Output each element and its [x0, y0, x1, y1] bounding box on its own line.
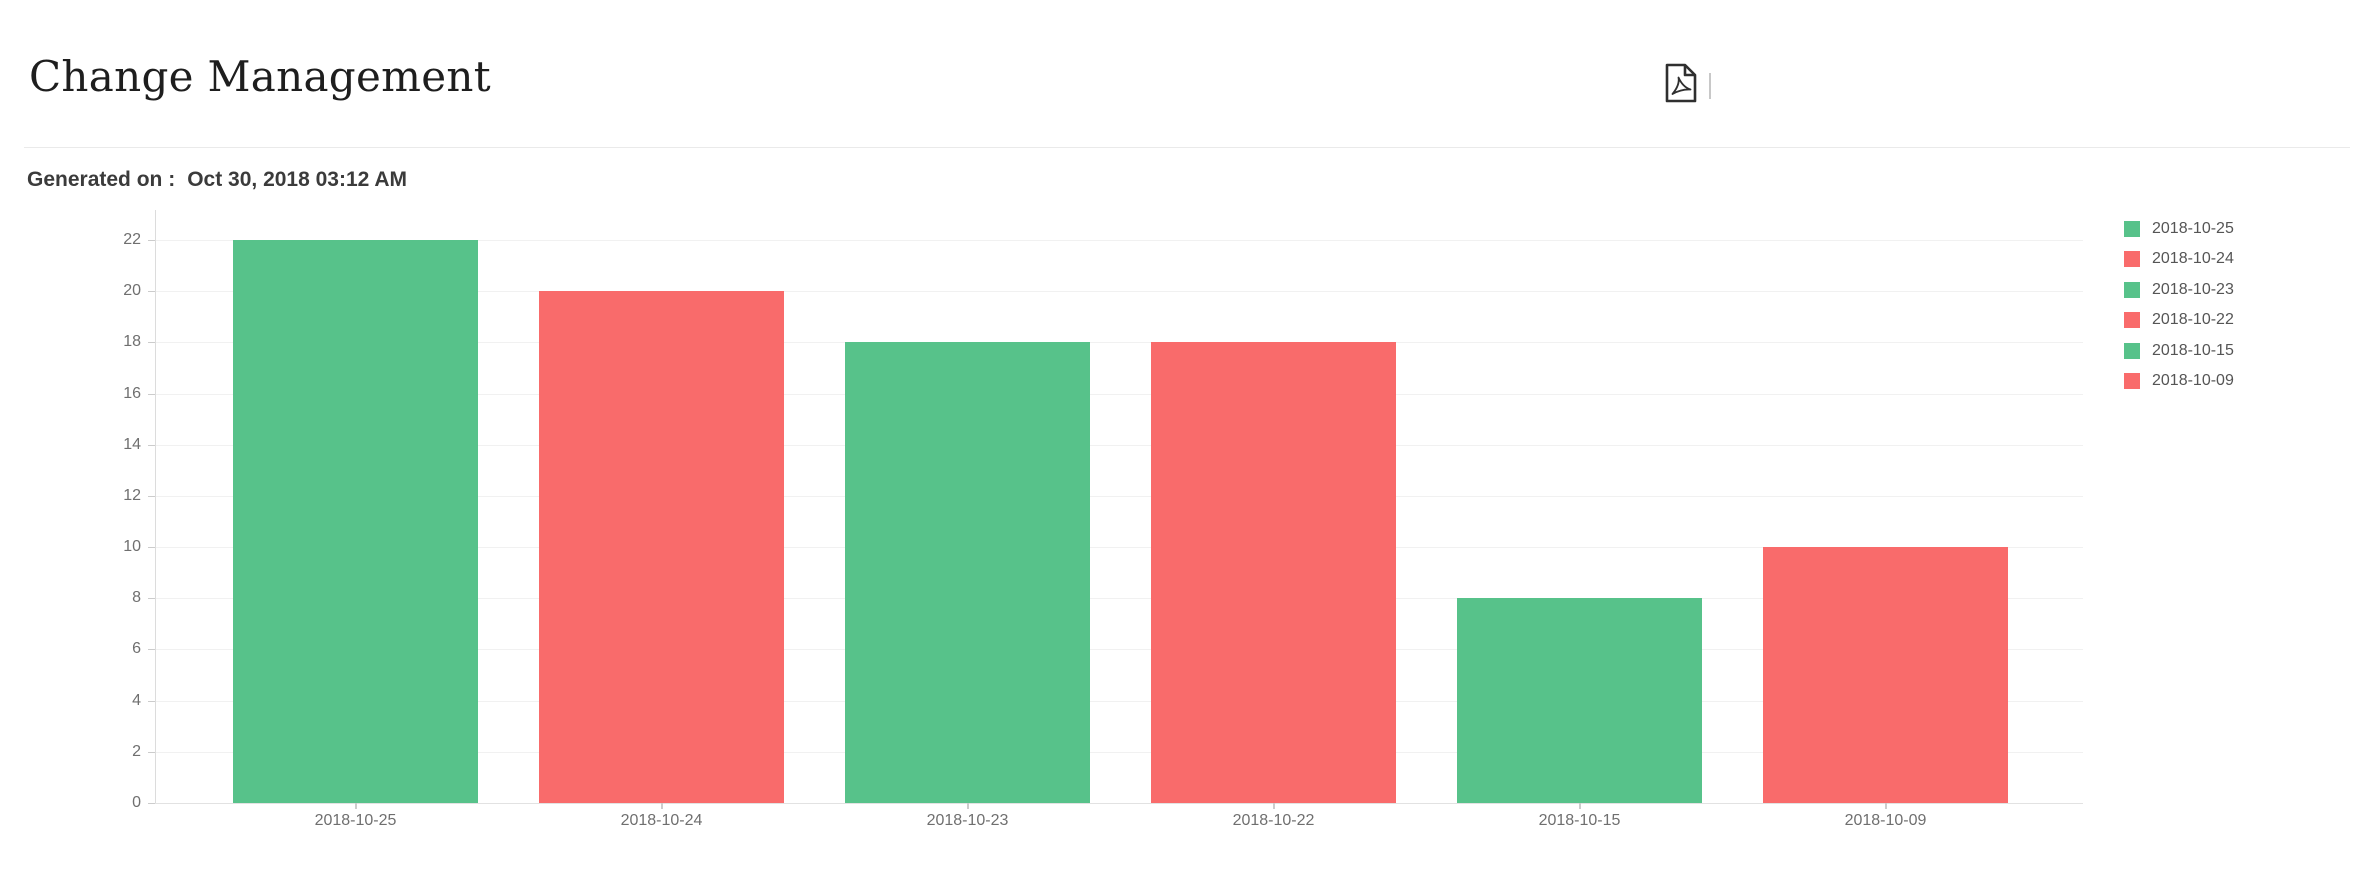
x-axis-label: 2018-10-24: [620, 812, 703, 829]
y-axis-tick: [148, 751, 155, 753]
x-axis-tick: [1578, 803, 1581, 809]
legend-label: 2018-10-24: [2152, 250, 2234, 267]
bar[interactable]: [1151, 342, 1396, 803]
gridline: [155, 803, 2083, 804]
legend-label: 2018-10-22: [2152, 311, 2234, 328]
gridline: [155, 700, 2083, 702]
gridline: [155, 342, 2083, 344]
legend-item[interactable]: 2018-10-25: [2124, 220, 2234, 237]
pdf-file-icon: [1665, 63, 1697, 103]
bar[interactable]: [1457, 598, 1702, 803]
y-axis-label: 0: [132, 794, 141, 811]
legend-swatch-icon: [2124, 312, 2140, 328]
y-axis-tick: [148, 393, 155, 395]
generated-on-value: Oct 30, 2018 03:12 AM: [187, 168, 408, 191]
y-axis-tick: [148, 444, 155, 446]
legend-swatch-icon: [2124, 251, 2140, 267]
header-actions: [1664, 62, 1711, 104]
x-axis-tick: [660, 803, 663, 809]
header-divider: [24, 147, 2350, 148]
x-axis-tick: [966, 803, 969, 809]
generated-on: Generated on : Oct 30, 2018 03:12 AM: [27, 168, 407, 192]
y-axis-tick: [148, 342, 155, 344]
x-axis-label: 2018-10-22: [1232, 812, 1315, 829]
legend-item[interactable]: 2018-10-23: [2124, 281, 2234, 298]
legend-swatch-icon: [2124, 220, 2140, 237]
x-axis-tick: [1884, 803, 1887, 809]
y-axis-label: 18: [123, 333, 141, 351]
legend-label: 2018-10-09: [2152, 372, 2234, 389]
toolbar-separator: [1709, 73, 1711, 99]
legend-item[interactable]: 2018-10-22: [2124, 311, 2234, 329]
gridline: [155, 393, 2083, 395]
y-axis-label: 14: [123, 435, 141, 453]
legend-item[interactable]: 2018-10-15: [2124, 342, 2234, 359]
legend-label: 2018-10-25: [2152, 219, 2234, 237]
x-axis-tick: [1272, 803, 1275, 809]
gridline: [155, 495, 2083, 497]
y-axis-tick: [148, 649, 155, 651]
bar[interactable]: [1763, 547, 2008, 803]
y-axis-tick: [148, 495, 155, 497]
x-axis-label: 2018-10-23: [926, 812, 1009, 829]
gridline: [155, 547, 2083, 549]
gridline: [155, 291, 2083, 293]
gridline: [155, 444, 2083, 446]
chart-legend: 2018-10-25 2018-10-24 2018-10-23 2018-10-22…: [2124, 220, 2234, 403]
x-axis-label: 2018-10-25: [314, 812, 397, 829]
y-axis-tick: [148, 547, 155, 549]
bar[interactable]: [233, 240, 478, 803]
legend-swatch-icon: [2124, 373, 2140, 389]
bar[interactable]: [539, 291, 784, 803]
y-axis-tick: [148, 598, 155, 600]
legend-item[interactable]: 2018-10-24: [2124, 250, 2234, 268]
legend-item[interactable]: 2018-10-09: [2124, 372, 2234, 390]
legend-label: 2018-10-15: [2152, 341, 2234, 359]
y-axis-label: 10: [123, 538, 141, 556]
y-axis-label: 8: [132, 589, 141, 607]
page-title: Change Management: [29, 52, 491, 101]
y-axis-label: 2: [132, 742, 141, 760]
y-axis-tick: [148, 291, 155, 293]
y-axis-label: 12: [123, 486, 141, 504]
x-axis-label: 2018-10-15: [1538, 812, 1621, 829]
x-axis-tick: [354, 803, 357, 809]
y-axis-label: 6: [132, 640, 141, 658]
y-axis-label: 4: [132, 691, 141, 709]
y-axis-label: 20: [123, 282, 141, 300]
legend-swatch-icon: [2124, 342, 2140, 359]
pdf-export-button[interactable]: [1664, 62, 1698, 104]
y-axis-tick: [148, 803, 155, 804]
y-axis-label: 16: [123, 384, 141, 402]
gridline: [155, 240, 2083, 241]
x-axis-label: 2018-10-09: [1844, 812, 1927, 829]
generated-on-label: Generated on :: [27, 168, 176, 191]
gridline: [155, 649, 2083, 651]
legend-swatch-icon: [2124, 281, 2140, 298]
y-axis-tick: [148, 700, 155, 702]
y-axis-line: [155, 210, 156, 803]
y-axis-tick: [148, 240, 155, 241]
legend-label: 2018-10-23: [2152, 280, 2234, 298]
gridline: [155, 751, 2083, 753]
y-axis-label: 22: [123, 231, 141, 248]
gridline: [155, 598, 2083, 600]
bar[interactable]: [845, 342, 1090, 803]
